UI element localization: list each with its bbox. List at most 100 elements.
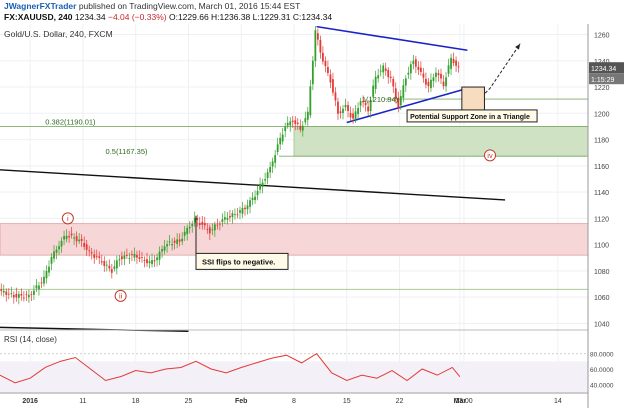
triangle-upper-line (316, 25, 468, 52)
y-tick-label: 1140 (594, 190, 609, 197)
candle-body (251, 197, 254, 201)
candle-body (30, 294, 33, 296)
candle-body (234, 214, 236, 215)
lower-trendline (0, 326, 189, 333)
candle-body (377, 75, 380, 79)
candle-body (120, 256, 123, 260)
price-chart[interactable]: 0.382(1190.01) 0.5(1167.35) 1(1210.84) SSI … (0, 24, 624, 408)
candle-body (20, 294, 23, 296)
wave-label: iv (487, 151, 493, 160)
y-tick-label: 1160 (594, 164, 609, 171)
candle-body (12, 294, 15, 298)
candle-body (407, 72, 410, 75)
candle-body (276, 144, 279, 152)
candle-body (369, 99, 372, 112)
candle-body (211, 229, 214, 231)
candle-body (136, 254, 138, 258)
candle-body (38, 285, 40, 290)
candle-body (324, 60, 327, 67)
support-callout-box (406, 109, 538, 123)
candle-body (236, 214, 239, 216)
candle-body (357, 107, 359, 115)
candle-body (118, 259, 121, 261)
candle-body (362, 100, 365, 103)
candle-body (33, 290, 35, 295)
candle-body (389, 76, 392, 78)
countdown-badge-text: 1:15:29 (591, 77, 614, 84)
candle-body (309, 86, 312, 116)
rsi-pane (0, 353, 588, 392)
x-tick-label: 18 (132, 398, 140, 405)
author-name[interactable]: JWagnerFXTrader (4, 1, 77, 11)
publish-line: JWagnerFXTrader published on TradingView… (4, 1, 300, 11)
candle-body (259, 184, 261, 190)
candle-body (141, 257, 143, 258)
candle-body (304, 118, 307, 123)
support-callout-text: Potential Support Zone in a Triangle (410, 114, 530, 121)
rsi-band (0, 361, 588, 392)
last-price-badge-text: 1234.34 (591, 66, 616, 73)
candle-body (2, 290, 5, 293)
chart-title: Gold/U.S. Dollar, 240, FXCM (4, 29, 113, 39)
candle-body (352, 113, 354, 119)
x-tick-label: 25 (185, 398, 193, 405)
candle-body (203, 223, 206, 226)
candle-body (241, 208, 244, 214)
candle-body (110, 269, 113, 273)
red-resistance-zone (0, 223, 589, 256)
candle-body (384, 68, 387, 71)
candle-body (417, 66, 420, 70)
x-tick-label: 22 (396, 398, 404, 405)
candle-body (17, 294, 20, 298)
candle-body (40, 282, 43, 284)
candle-body (216, 224, 219, 226)
last-price-badge (589, 62, 624, 74)
price-axis[interactable] (588, 24, 624, 408)
candle-body (266, 172, 269, 178)
candle-body (196, 217, 199, 220)
candle-body (291, 120, 294, 122)
candle-body (399, 95, 402, 106)
candle-body (93, 254, 96, 258)
candle-body (27, 295, 30, 298)
candle-body (412, 60, 415, 65)
quote-line: FX:XAUUSD, 240 1234.34 −4.04 (−0.33%) O:… (4, 12, 332, 22)
candle-body (342, 108, 344, 113)
y-tick-label: 1060 (594, 295, 610, 302)
candle-body (95, 256, 98, 258)
candle-body (442, 81, 445, 87)
symbol-label: FX:XAUUSD, 240 (4, 12, 73, 22)
candle-body (329, 74, 332, 83)
candle-body (156, 257, 158, 261)
candle-body (347, 105, 349, 111)
candle-body (354, 111, 357, 120)
candle-body (402, 85, 405, 98)
candle-body (286, 122, 289, 126)
candle-body (181, 238, 184, 242)
candle-body (404, 78, 407, 86)
x-tick-label: 11 (79, 398, 86, 405)
fib-anchor-label: 1(1210.84) (362, 95, 399, 104)
x-tick-label: Feb (235, 398, 247, 405)
x-tick-label: Mar (454, 398, 467, 405)
candles (0, 25, 460, 305)
candle-body (213, 224, 216, 231)
candle-body (327, 66, 329, 73)
candle-body (374, 76, 377, 89)
candle-body (15, 293, 18, 298)
candle-body (125, 255, 128, 256)
triangle-lower-line (346, 87, 468, 124)
candle-body (339, 111, 342, 113)
candle-body (70, 233, 73, 236)
candle-body (58, 246, 60, 250)
candle-body (284, 126, 287, 132)
candle-body (138, 256, 141, 259)
candle-body (445, 77, 447, 87)
candle-body (450, 57, 452, 69)
candle-body (176, 239, 179, 244)
candle-body (151, 260, 153, 265)
candle-body (249, 200, 251, 207)
candle-body (425, 78, 427, 85)
candle-body (409, 64, 412, 74)
